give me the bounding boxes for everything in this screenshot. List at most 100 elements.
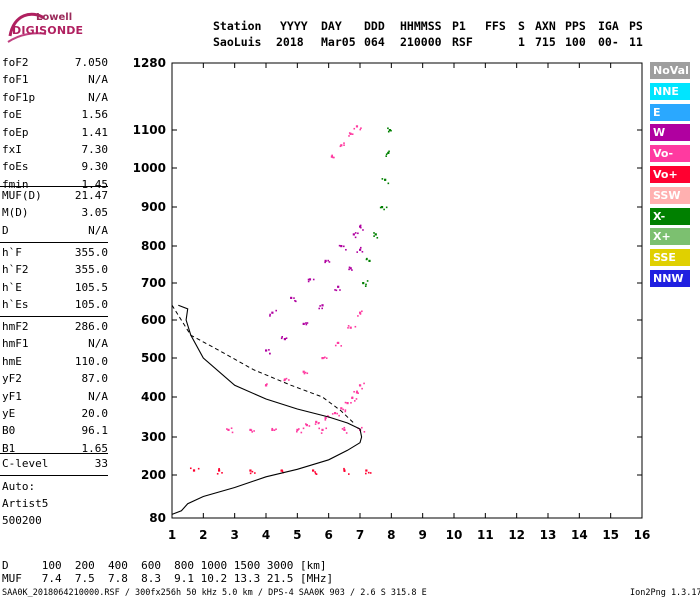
param-row: hmF1 N/A (2, 337, 108, 351)
trace-point (295, 300, 297, 303)
legend-item: W (650, 124, 690, 142)
param-row: yF2 87.0 (2, 372, 108, 386)
trace-point (351, 396, 354, 399)
trace-point (369, 472, 372, 474)
trace-point (305, 424, 308, 427)
param-name: h`F2 (2, 263, 29, 277)
trace-point (218, 469, 221, 472)
trace-point (333, 412, 337, 415)
trace-point (351, 269, 353, 271)
trace-point (271, 311, 274, 314)
logo-digisonde-text: DIGISONDE (12, 24, 84, 37)
param-name: foF2 (2, 56, 29, 69)
trace-point (283, 378, 286, 381)
x-tick-label: 15 (602, 528, 619, 542)
footer-version: Ion2Png 1.3.17 (630, 588, 700, 598)
param-value: 87.0 (81, 372, 109, 386)
trace-point (327, 415, 329, 417)
param-value: 3.05 (81, 206, 109, 220)
param-row: M(D) 3.05 (2, 206, 108, 220)
trace-point (357, 392, 359, 394)
y-tick-label: 1100 (133, 123, 166, 137)
trace-point (324, 259, 327, 262)
trace-point (357, 315, 359, 317)
param-row: fmin 1.45 (2, 178, 108, 192)
x-tick-label: 14 (571, 528, 588, 542)
trace-point (345, 432, 348, 434)
trace-point (345, 248, 347, 251)
param-row: foE 1.56 (2, 108, 108, 122)
trace-point (359, 225, 362, 228)
trace-point (390, 129, 392, 132)
trace-point (362, 282, 365, 285)
trace-point (314, 423, 317, 425)
header-value: 2018 (276, 35, 304, 49)
param-row: hmE 110.0 (2, 355, 108, 369)
param-name: h`F (2, 246, 22, 259)
trace-point (281, 336, 284, 338)
trace-point (367, 471, 370, 474)
trace-point (359, 248, 362, 251)
trace-point (266, 383, 268, 385)
trace-point (293, 297, 295, 299)
param-row: foF2 7.050 (2, 56, 108, 70)
trace-point (296, 428, 299, 431)
header-value: 715 (535, 35, 556, 49)
param-value: 105.5 (74, 280, 108, 294)
param-value: 96.1 (81, 424, 109, 438)
legend-item: SSW (650, 186, 690, 204)
trace-point (308, 425, 311, 427)
trace-point (193, 469, 195, 471)
x-tick-label: 2 (199, 528, 207, 542)
trace-point (324, 261, 326, 264)
header-label: FFS (485, 19, 506, 33)
param-name: h`E (2, 280, 22, 294)
param-name: yF1 (2, 389, 22, 403)
x-tick-label: 4 (262, 528, 270, 542)
trace-point (340, 407, 343, 410)
trace-point (355, 391, 359, 394)
param-name: hmF2 (2, 320, 29, 333)
trace-point (359, 128, 362, 131)
trace-point (364, 285, 367, 287)
trace-point (334, 289, 336, 291)
trace-point (360, 127, 362, 129)
trace-point (285, 377, 288, 380)
trace-point (348, 266, 351, 269)
trace-point (330, 155, 333, 158)
header-value: RSF (452, 35, 473, 49)
param-name: C-level (2, 457, 49, 470)
param-value: N/A (88, 223, 108, 237)
trace-point (361, 426, 363, 429)
param-value: 7.050 (74, 56, 108, 69)
trace-point (307, 280, 310, 283)
trace-point (197, 467, 200, 470)
panel-divider (0, 453, 108, 454)
trace-point (317, 422, 320, 425)
trace-point (365, 283, 367, 286)
x-tick-label: 9 (418, 528, 426, 542)
param-value: N/A (88, 90, 108, 104)
trace-point (324, 356, 326, 359)
trace-point (306, 322, 309, 324)
param-row: foEp 1.41 (2, 126, 108, 140)
trace-point (385, 206, 388, 209)
param-name: yF2 (2, 372, 22, 386)
trace-point (265, 384, 267, 386)
trace-point (321, 307, 323, 310)
trace-point (351, 133, 354, 135)
trace-point (314, 471, 316, 473)
header-value: 11 (629, 35, 643, 49)
trace-point (325, 357, 328, 359)
header-label: AXN (535, 19, 556, 33)
x-tick-label: 7 (356, 528, 364, 542)
trace-point (384, 179, 386, 181)
header-value: 00- (598, 35, 619, 49)
param-value: N/A (88, 389, 108, 403)
legend-item: E (650, 103, 690, 121)
trace-point (387, 151, 390, 154)
trace-point (356, 390, 358, 393)
trace-point (348, 268, 350, 271)
param-name: fmin (2, 177, 29, 191)
legend-item: X+ (650, 228, 690, 246)
